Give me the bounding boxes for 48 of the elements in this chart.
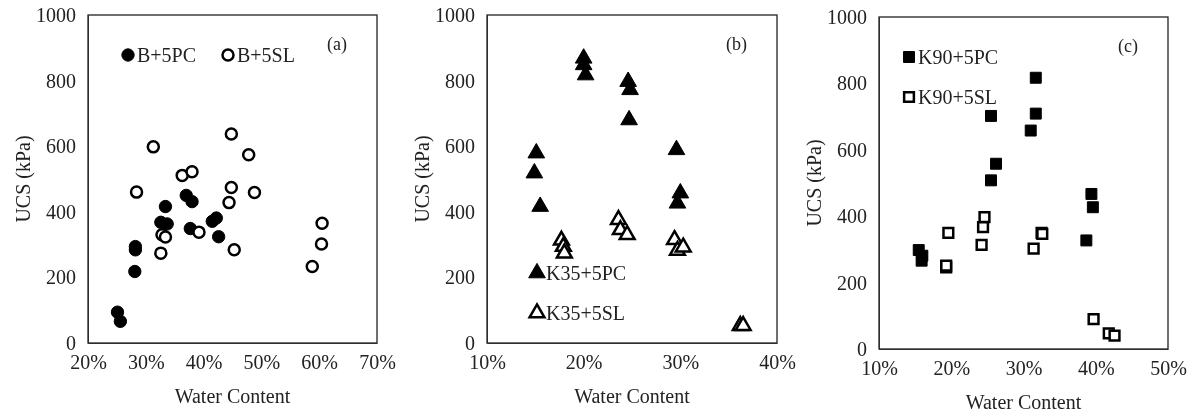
- y-axis-title: UCS (kPa): [803, 139, 826, 227]
- x-tick-label: 60%: [301, 351, 339, 374]
- x-tick-label: 30%: [662, 351, 700, 374]
- y-tick-label: 400: [837, 205, 867, 228]
- y-tick-label: 0: [857, 337, 867, 360]
- x-tick-label: 40%: [1077, 357, 1115, 380]
- annotation: (b): [726, 34, 747, 55]
- y-tick-label: 1000: [827, 5, 867, 28]
- x-tick-label: 50%: [243, 351, 281, 374]
- legend-label: K90+5PC: [918, 46, 999, 68]
- legend-label: K35+5PC: [546, 262, 627, 284]
- x-tick-label: 50%: [1150, 357, 1187, 380]
- y-tick-label: 400: [46, 200, 76, 223]
- y-tick-label: 0: [465, 331, 475, 354]
- x-tick-label: 30%: [1005, 357, 1043, 380]
- x-tick-label: 20%: [70, 351, 107, 374]
- y-axis-title: UCS (kPa): [12, 135, 35, 223]
- x-tick-label: 40%: [185, 351, 223, 374]
- y-tick-label: 200: [837, 271, 867, 294]
- legend-label: B+5PC: [137, 44, 197, 66]
- x-tick-label: 20%: [933, 357, 971, 380]
- y-tick-label: 400: [445, 200, 475, 223]
- x-axis-title: Water Content: [174, 385, 291, 407]
- x-axis-title: Water Content: [965, 391, 1082, 413]
- x-tick-label: 10%: [861, 357, 898, 380]
- y-tick-label: 1000: [36, 3, 76, 26]
- y-tick-label: 800: [46, 69, 76, 92]
- y-tick-label: 600: [445, 135, 475, 158]
- y-tick-label: 600: [837, 138, 867, 161]
- y-tick-label: 0: [66, 331, 76, 354]
- y-tick-label: 200: [46, 266, 76, 289]
- legend-label: B+5SL: [237, 44, 295, 66]
- annotation: (c): [1118, 36, 1138, 57]
- y-tick-label: 200: [445, 266, 475, 289]
- y-axis-title: UCS (kPa): [411, 135, 434, 223]
- legend-label: K90+5SL: [918, 86, 998, 108]
- y-tick-label: 600: [46, 135, 76, 158]
- x-tick-label: 30%: [127, 351, 165, 374]
- x-tick-label: 70%: [359, 351, 396, 374]
- y-tick-label: 800: [837, 72, 867, 95]
- x-tick-label: 20%: [565, 351, 603, 374]
- y-tick-label: 1000: [435, 3, 475, 26]
- x-axis-title: Water Content: [574, 385, 691, 407]
- legend-label: K35+5SL: [546, 302, 626, 324]
- y-tick-label: 800: [445, 69, 475, 92]
- annotation: (a): [327, 34, 347, 55]
- x-tick-label: 40%: [759, 351, 796, 374]
- x-tick-label: 10%: [469, 351, 506, 374]
